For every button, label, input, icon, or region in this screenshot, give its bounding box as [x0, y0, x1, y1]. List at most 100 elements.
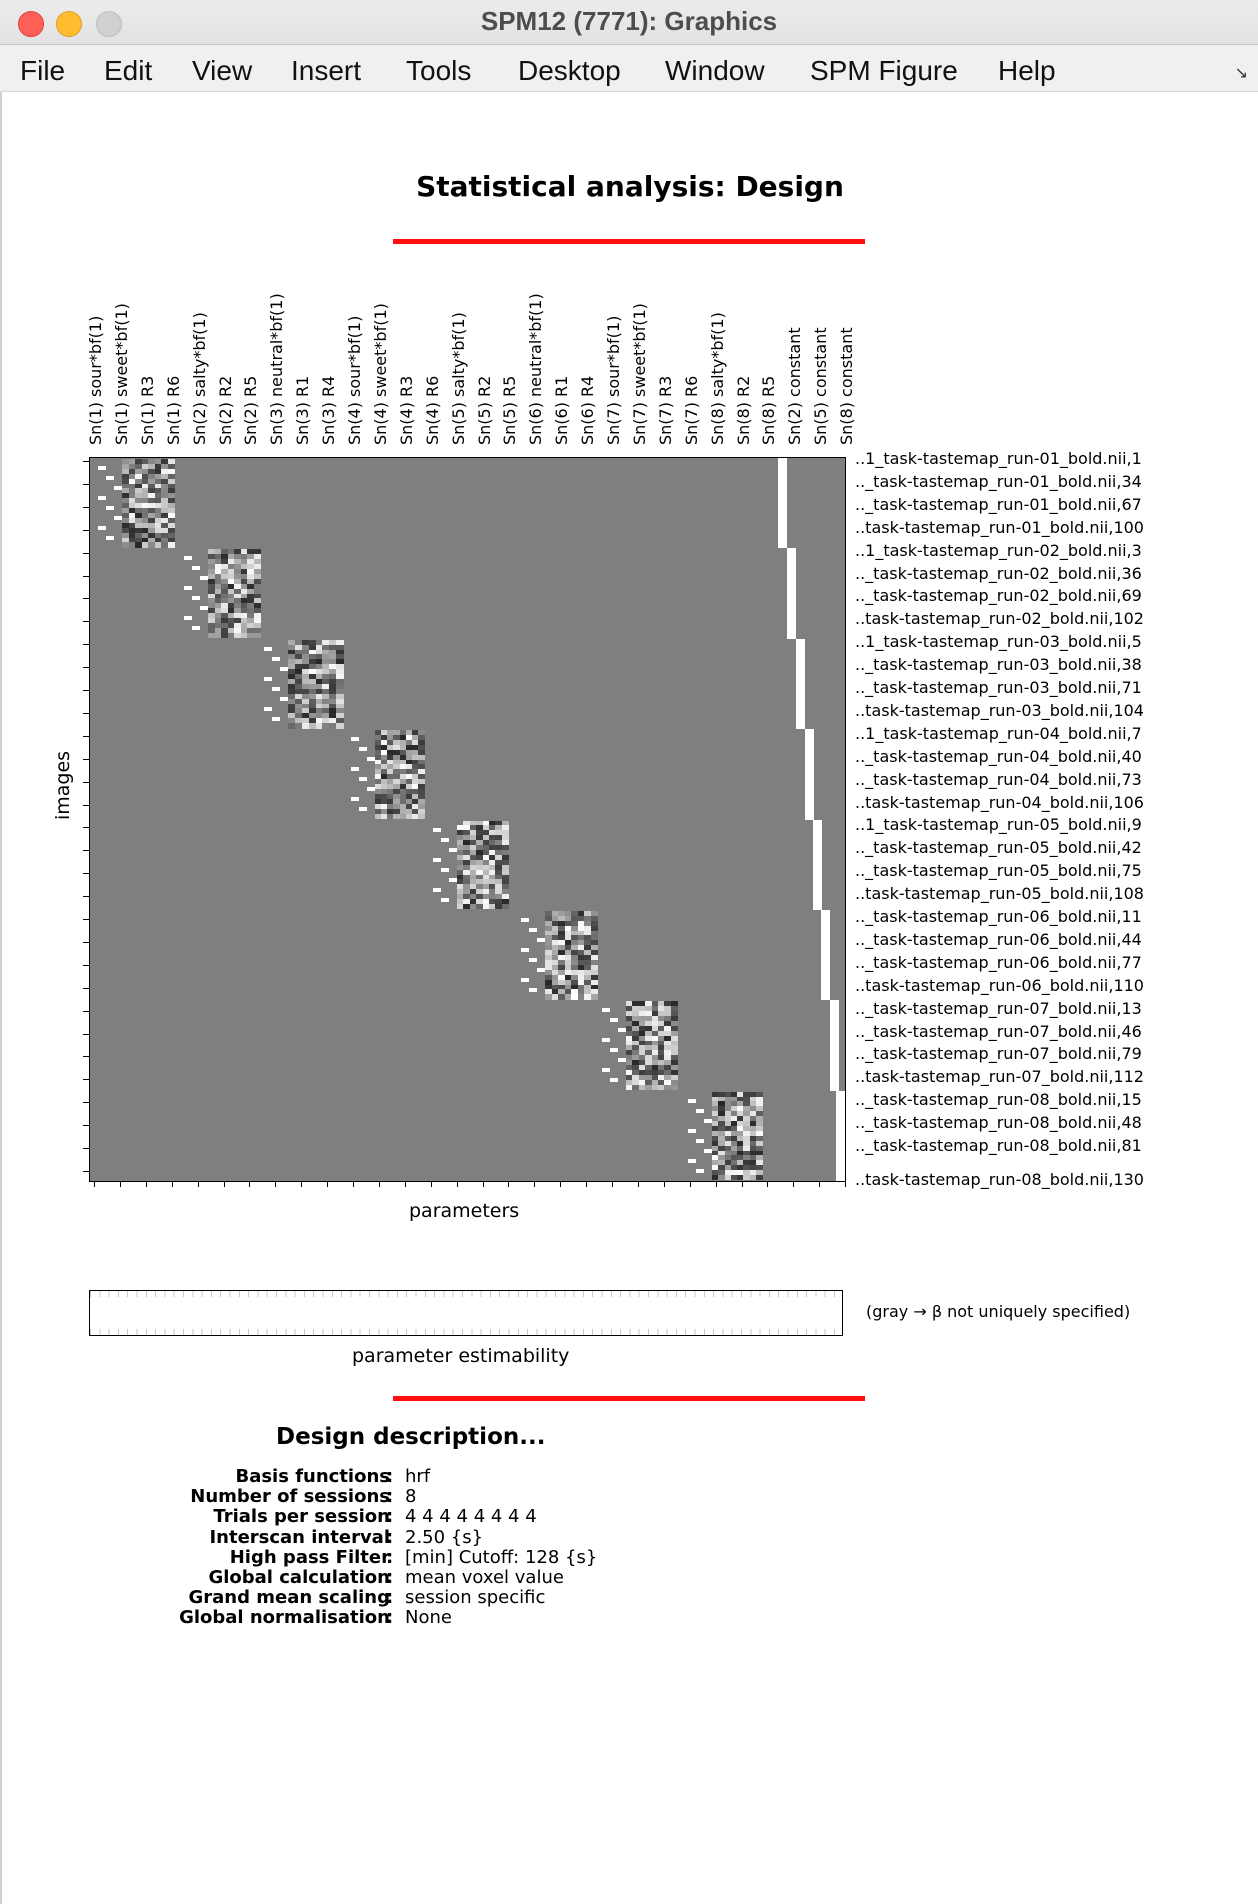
regressor-cell [393, 793, 400, 800]
regressor-cell [247, 603, 254, 609]
regressor-cell [336, 644, 344, 651]
regressor-cell [743, 1155, 750, 1161]
description-row: Grand mean scaling: session specific [0, 1588, 1258, 1608]
regressor-cell [294, 703, 303, 709]
regressor-cell [393, 754, 400, 761]
x-tick [715, 1181, 717, 1187]
regressor-cell [670, 1006, 678, 1012]
regressor-cell [755, 1175, 763, 1181]
regressor-cell [476, 884, 483, 890]
regressor-cell [375, 774, 382, 780]
menu-tools[interactable]: Tools [406, 55, 472, 86]
regressor-cell [247, 598, 254, 604]
regressor-cell [234, 603, 241, 609]
menu-file[interactable]: File [20, 55, 66, 86]
close-window-button[interactable] [18, 11, 44, 37]
regressor-cell [214, 598, 222, 604]
regressor-cell [161, 517, 168, 524]
regressor-cell [495, 864, 503, 871]
onset-marker [610, 1018, 618, 1023]
regressor-cell [234, 588, 241, 595]
x-tick [249, 1181, 251, 1187]
onset-marker [264, 646, 272, 651]
regressor-cell [393, 739, 400, 746]
regressor-cell [463, 884, 471, 890]
regressor-cell [393, 759, 400, 765]
y-tick [83, 621, 89, 623]
onset-marker [351, 797, 359, 802]
regressor-cell [737, 1135, 744, 1142]
regressor-cell [128, 498, 136, 504]
toolbar-toggle-icon[interactable]: ↘ [1234, 63, 1248, 82]
y-tick [83, 941, 89, 943]
menu-help[interactable]: Help [998, 55, 1056, 86]
regressor-cell [626, 1040, 633, 1046]
y-axis-label: images [52, 750, 74, 820]
regressor-cell [577, 969, 585, 976]
menu-insert[interactable]: Insert [291, 55, 362, 86]
regressor-cell [724, 1170, 732, 1176]
regressor-cell [167, 478, 175, 485]
regressor-cell [247, 613, 254, 619]
zoom-window-button[interactable] [96, 11, 122, 37]
regressor-cell [545, 984, 552, 990]
regressor-cell [122, 513, 129, 519]
regressor-cell [730, 1125, 738, 1132]
estimability-note: (gray → β not uniquely specified) [866, 1302, 1131, 1321]
regressor-cell [411, 774, 419, 780]
menu-desktop[interactable]: Desktop [518, 55, 621, 86]
regressor-cell [571, 994, 578, 1000]
menu-spm-figure[interactable]: SPM Figure [810, 55, 958, 86]
parameter-estimability-bar[interactable] [89, 1290, 843, 1336]
menu-window[interactable]: Window [665, 55, 765, 86]
column-label: Sn(3) R4 [319, 375, 339, 445]
regressor-cell [128, 508, 136, 514]
regressor-cell [577, 920, 585, 927]
row-label: .._task-tastemap_run-04_bold.nii,40 [855, 746, 1142, 766]
regressor-cell [545, 915, 552, 922]
regressor-cell [743, 1175, 750, 1181]
regressor-cell [590, 925, 598, 931]
menu-view[interactable]: View [192, 55, 253, 86]
regressor-cell [564, 915, 572, 922]
regressor-cell [154, 542, 162, 548]
description-key: Trials per session [213, 1506, 390, 1528]
regressor-cell [590, 920, 598, 927]
regressor-cell [645, 1011, 652, 1017]
design-matrix[interactable] [89, 457, 846, 1182]
regressor-cell [495, 889, 503, 895]
menu-edit[interactable]: Edit [104, 55, 153, 86]
regressor-cell [564, 925, 572, 931]
regressor-cell [495, 899, 503, 905]
regressor-cell [749, 1125, 757, 1132]
regressor-cell [154, 478, 162, 485]
regressor-cell [488, 874, 496, 880]
regressor-cell [154, 498, 162, 504]
x-tick [663, 1181, 665, 1187]
regressor-cell [154, 527, 162, 534]
regressor-cell [584, 930, 591, 936]
regressor-cell [336, 669, 344, 675]
regressor-cell [240, 623, 248, 629]
regressor-cell [571, 935, 578, 941]
regressor-cell [227, 549, 235, 555]
regressor-cell [381, 784, 388, 790]
regressor-cell [247, 564, 254, 570]
regressor-cell [253, 627, 261, 634]
x-tick [767, 1181, 769, 1187]
row-label: .._task-tastemap_run-05_bold.nii,75 [855, 861, 1142, 881]
regressor-cell [234, 573, 241, 580]
regressor-cell [288, 723, 296, 729]
onset-marker [602, 1008, 610, 1013]
regressor-cell [743, 1096, 750, 1102]
regressor-cell [737, 1125, 744, 1132]
regressor-cell [161, 473, 168, 480]
regressor-cell [577, 994, 585, 1000]
regressor-cell [221, 549, 228, 555]
regressor-cell [476, 889, 483, 895]
regressor-cell [476, 820, 483, 826]
regressor-cell [590, 994, 598, 1000]
regressor-cell [148, 513, 155, 519]
minimize-window-button[interactable] [56, 11, 82, 37]
x-tick [612, 1181, 613, 1187]
